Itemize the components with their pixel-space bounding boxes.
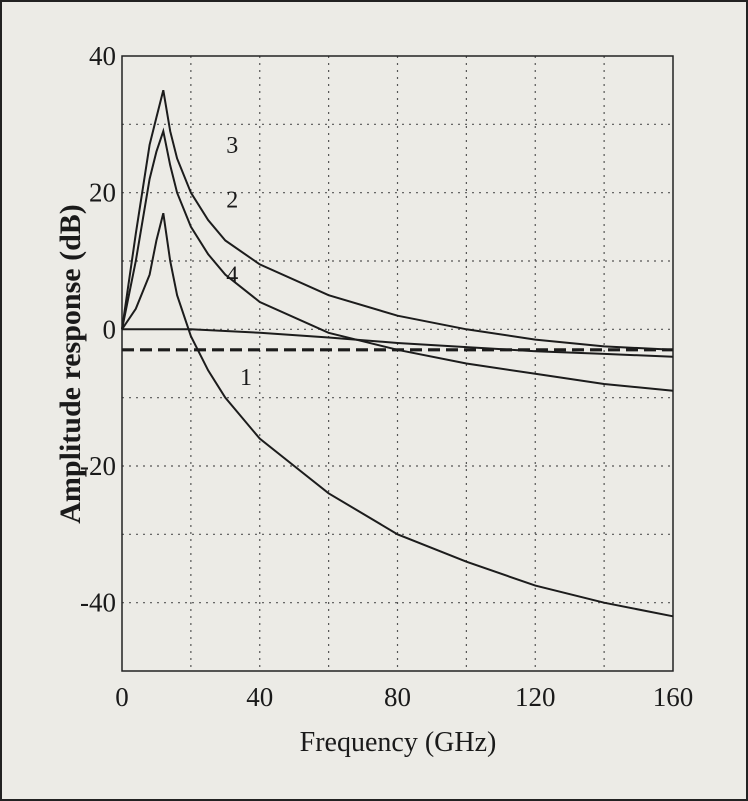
series-label: 2 bbox=[226, 188, 238, 214]
x-tick-labels: 0 40 80 120 160 bbox=[115, 682, 693, 712]
x-axis-title: Frequency (GHz) bbox=[300, 727, 497, 758]
series-group bbox=[121, 89, 674, 618]
y-tick-label: 20 bbox=[89, 178, 116, 208]
x-tick-label: 0 bbox=[115, 682, 129, 712]
series-label: 4 bbox=[226, 263, 238, 289]
x-tick-label: 160 bbox=[653, 682, 694, 712]
series-line-3 bbox=[121, 89, 674, 351]
x-tick-label: 120 bbox=[515, 682, 556, 712]
series-line-1 bbox=[121, 212, 674, 618]
series-label: 1 bbox=[240, 365, 252, 391]
y-tick-label: 0 bbox=[103, 314, 117, 344]
series-label: 3 bbox=[226, 133, 238, 159]
y-tick-label: -20 bbox=[80, 451, 116, 481]
plot-area bbox=[121, 55, 674, 672]
x-tick-label: 80 bbox=[384, 682, 411, 712]
y-tick-label: -40 bbox=[80, 588, 116, 618]
series-line-4 bbox=[122, 328, 674, 358]
curve-labels: 1 2 3 4 bbox=[226, 133, 252, 391]
series-line-2 bbox=[121, 127, 674, 392]
y-axis-title: Amplitude response (dB) bbox=[54, 204, 87, 523]
x-tick-label: 40 bbox=[246, 682, 273, 712]
y-tick-labels: 40 20 0 -20 -40 bbox=[80, 41, 116, 618]
y-tick-label: 40 bbox=[89, 41, 116, 71]
